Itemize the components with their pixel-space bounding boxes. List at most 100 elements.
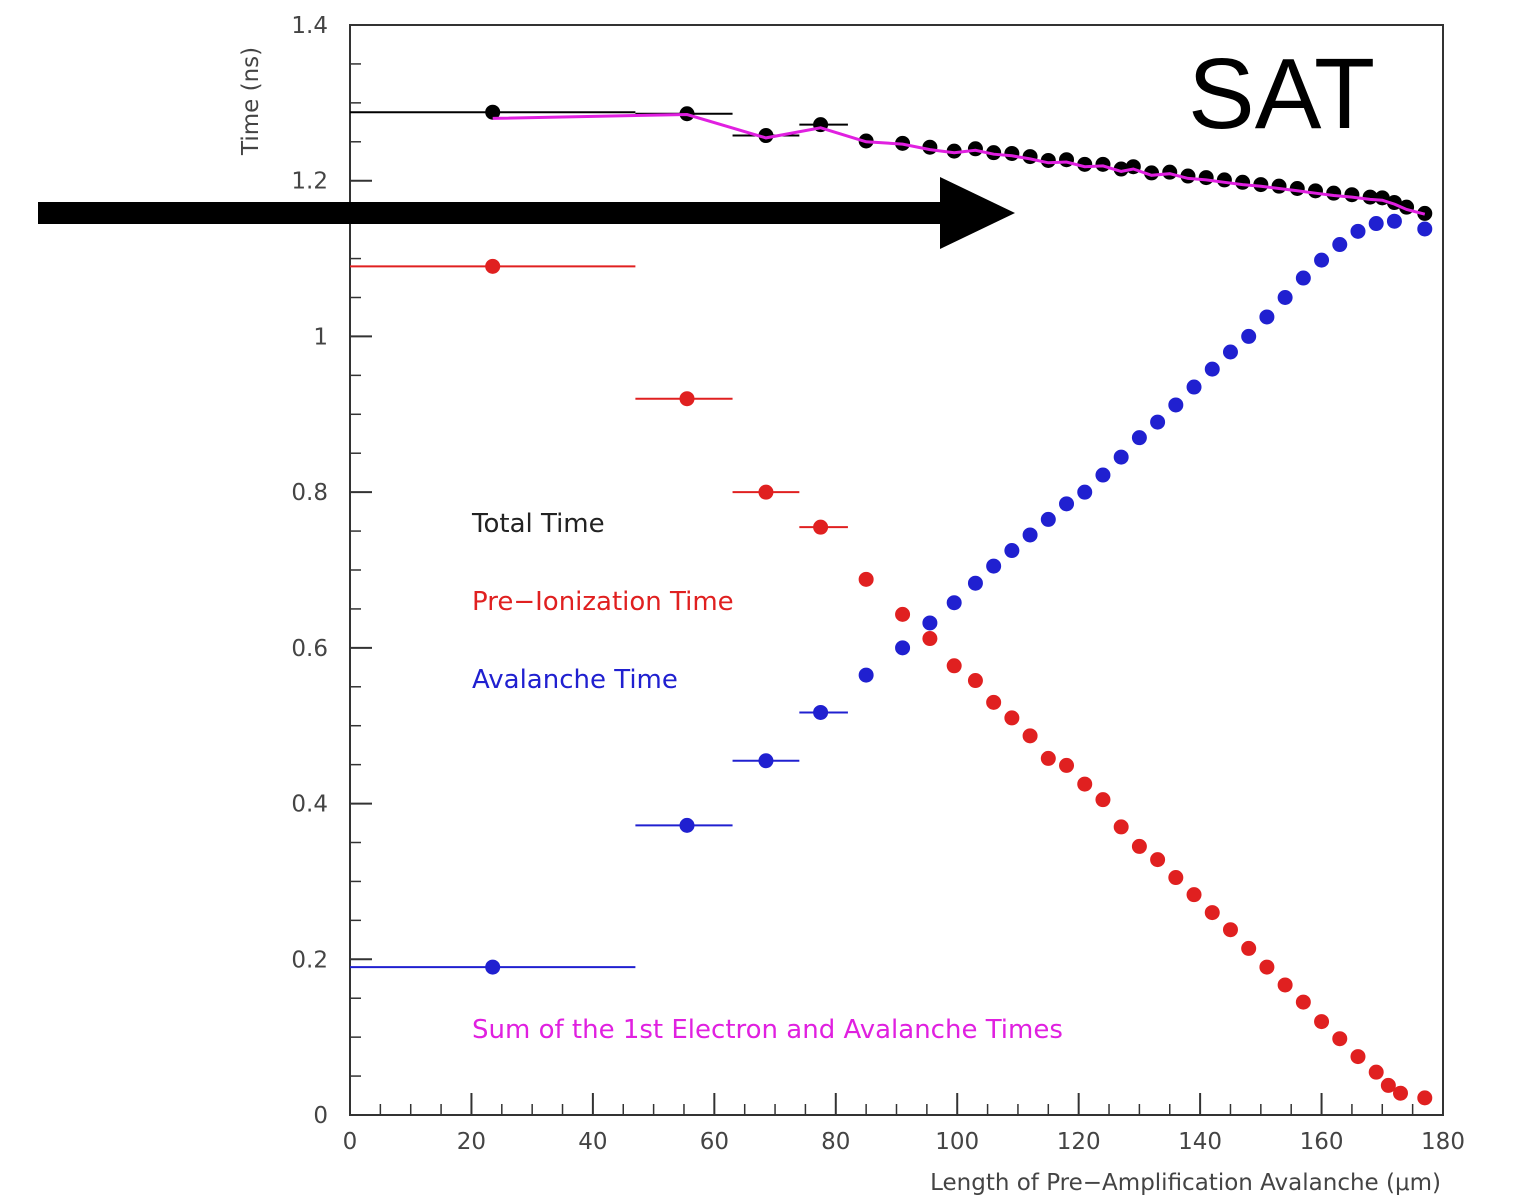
data-point	[1186, 887, 1202, 903]
data-point	[1004, 145, 1020, 161]
data-point	[1332, 1031, 1348, 1047]
data-point	[1295, 270, 1311, 286]
data-point	[1162, 164, 1178, 180]
legend-sum-times: Sum of the 1st Electron and Avalanche Ti…	[472, 1015, 1063, 1045]
x-tick-label: 60	[700, 1129, 729, 1155]
data-point	[858, 667, 874, 683]
y-tick-label: 0.8	[291, 480, 328, 506]
data-point	[1095, 156, 1111, 172]
y-tick-label: 1.2	[291, 169, 328, 195]
data-point	[1326, 185, 1342, 201]
data-point	[485, 959, 501, 975]
data-point	[1040, 750, 1056, 766]
data-point	[1059, 496, 1075, 512]
data-point	[1417, 221, 1433, 237]
data-point	[1204, 361, 1220, 377]
data-point	[1271, 178, 1287, 194]
data-point	[1222, 344, 1238, 360]
data-point	[1289, 181, 1305, 196]
series-line	[492, 112, 1426, 216]
arrow-shaft	[38, 202, 948, 224]
y-tick-label: 1.4	[291, 13, 328, 39]
data-point	[1314, 1014, 1330, 1030]
data-point	[1095, 792, 1111, 808]
data-point	[1307, 183, 1323, 199]
series-sum-of-the-1st-electron-and-avalanche-times	[492, 112, 1426, 216]
data-point	[485, 258, 501, 274]
data-point	[1168, 870, 1184, 886]
data-point	[1131, 430, 1147, 446]
data-point	[1277, 977, 1293, 993]
arrow-annotation	[38, 177, 1015, 249]
data-point	[946, 658, 962, 674]
y-axis-title: Time (ns)	[238, 47, 264, 156]
data-point	[1186, 379, 1202, 395]
data-point	[1095, 467, 1111, 483]
data-point	[1350, 1049, 1366, 1065]
data-point	[1168, 397, 1184, 413]
data-point	[1204, 905, 1220, 921]
data-point	[1235, 174, 1251, 190]
data-point	[986, 558, 1002, 574]
data-point	[1392, 1085, 1408, 1101]
x-tick-label: 180	[1421, 1129, 1465, 1155]
x-tick-label: 0	[343, 1129, 358, 1155]
data-point	[1368, 216, 1384, 232]
x-axis-title: Length of Pre−Amplification Avalanche (μ…	[930, 1170, 1441, 1196]
data-point	[1059, 757, 1075, 773]
data-point	[967, 575, 983, 591]
y-tick-label: 1	[313, 324, 328, 350]
data-point	[1417, 1090, 1433, 1106]
data-point	[1344, 187, 1360, 203]
axis-tick-labels: 0 20 40 60 80 100 120 140 160 180 0 0.2 0.4 0.6 0.8 1 1.…	[291, 13, 1465, 1155]
series-pre-ionization-time	[350, 258, 1433, 1106]
data-point	[1259, 309, 1275, 325]
data-point	[1022, 527, 1038, 543]
x-tick-label: 160	[1300, 1129, 1344, 1155]
data-point	[1222, 922, 1238, 938]
data-point	[1077, 484, 1093, 500]
data-point	[1004, 710, 1020, 726]
x-tick-label: 80	[821, 1129, 850, 1155]
data-point	[922, 615, 938, 631]
data-point	[1332, 237, 1348, 253]
data-point	[1368, 1064, 1384, 1080]
data-point	[1198, 170, 1214, 186]
data-point	[1241, 328, 1257, 344]
data-point	[813, 519, 829, 535]
x-tick-label: 40	[578, 1129, 607, 1155]
data-point	[813, 704, 829, 720]
data-point	[1150, 414, 1166, 430]
x-tick-label: 20	[457, 1129, 486, 1155]
data-point	[1277, 290, 1293, 305]
data-point	[485, 104, 501, 120]
data-point	[679, 391, 695, 407]
data-point	[758, 753, 774, 769]
data-point	[1040, 511, 1056, 527]
data-point	[895, 606, 911, 622]
data-point	[1350, 223, 1366, 239]
legend-pre-ionization-time: Pre−Ionization Time	[472, 587, 734, 617]
y-tick-label: 0	[313, 1103, 328, 1129]
data-point	[858, 571, 874, 587]
data-point	[1241, 940, 1257, 956]
y-tick-label: 0.6	[291, 636, 328, 662]
series-avalanche-time	[350, 213, 1433, 975]
data-point	[1314, 252, 1330, 268]
y-tick-label: 0.2	[291, 947, 328, 973]
data-series	[350, 104, 1433, 1106]
y-tick-label: 0.4	[291, 792, 328, 818]
data-point	[967, 673, 983, 689]
data-point	[895, 640, 911, 656]
legend-avalanche-time: Avalanche Time	[472, 665, 678, 695]
legend-total-time: Total Time	[471, 509, 605, 539]
data-point	[986, 694, 1002, 710]
data-point	[1113, 819, 1129, 835]
x-tick-label: 100	[935, 1129, 979, 1155]
data-point	[1386, 213, 1402, 229]
data-point	[1259, 959, 1275, 975]
data-point	[1380, 1077, 1396, 1093]
data-point	[1004, 543, 1020, 559]
arrow-head	[940, 177, 1015, 249]
